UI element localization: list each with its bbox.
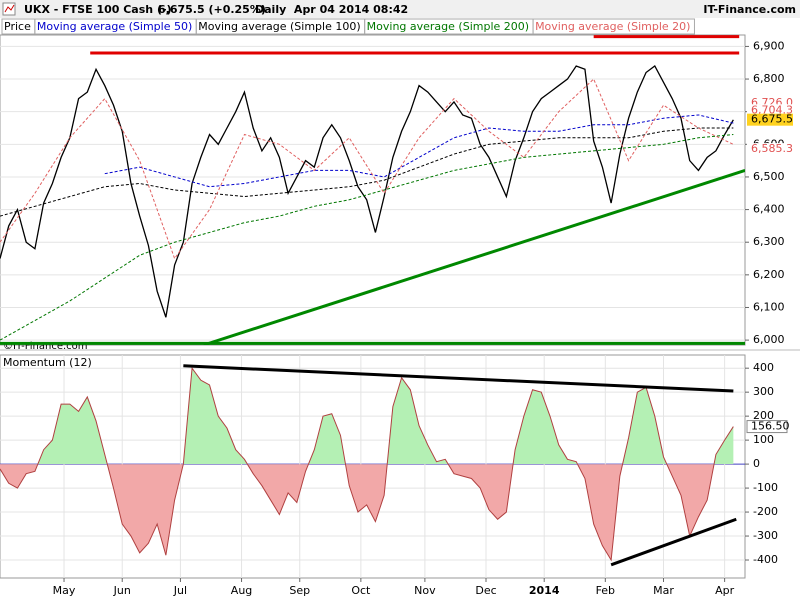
legend-item: Moving average (Simple 20): [535, 20, 690, 33]
area-fill-negative: [0, 464, 715, 561]
trend-line: [183, 364, 734, 393]
value-tag-bg: [746, 420, 788, 434]
x-tick-label: Feb: [596, 584, 615, 597]
y-tick-label: 6,800: [753, 72, 785, 85]
x-tick-label: Dec: [475, 584, 496, 597]
y-tick-label: -100: [753, 481, 778, 494]
value-tag: 156.50: [751, 420, 790, 433]
y-tick-label: 100: [753, 433, 774, 446]
y-tick-label: 6,400: [753, 203, 785, 216]
price-tag-bg: [747, 143, 793, 156]
x-tick-label: Nov: [414, 584, 436, 597]
brand: IT-Finance.com: [703, 3, 796, 16]
price-tag-bg: [747, 104, 793, 117]
price-tag-bg: [747, 113, 793, 126]
x-tick-label: Apr: [715, 584, 735, 597]
period: Daily Apr 04 2014 08:42: [255, 3, 408, 16]
x-tick-label: Sep: [289, 584, 310, 597]
price-tag: 6,585.3: [751, 142, 793, 155]
area-fill-positive: [0, 368, 734, 465]
moving-average-line: [0, 134, 734, 341]
price-tag: 6,704.3: [751, 103, 793, 116]
legend-item: Price: [4, 20, 31, 33]
y-tick-label: 6,000: [753, 333, 785, 346]
y-tick-label: 6,200: [753, 268, 785, 281]
x-tick-label: Aug: [231, 584, 252, 597]
x-tick-label: Oct: [351, 584, 371, 597]
y-tick-label: 300: [753, 385, 774, 398]
y-tick-label: 6,300: [753, 235, 785, 248]
y-tick-label: 6,900: [753, 39, 785, 52]
y-tick-label: 6,500: [753, 170, 785, 183]
x-tick-label: 2014: [529, 584, 560, 597]
trend-line: [203, 168, 745, 345]
price-line: [0, 65, 734, 318]
y-tick-label: 6,100: [753, 300, 785, 313]
legend-item: Moving average (Simple 50): [37, 20, 192, 33]
price-tag: 6,675.5: [751, 113, 793, 126]
momentum-line: [0, 366, 734, 562]
copyright: ©IT-Finance.com: [3, 341, 88, 352]
header-icon: [2, 2, 16, 16]
x-tick-label: May: [53, 584, 76, 597]
y-tick-label: -200: [753, 505, 778, 518]
header-bar: [0, 0, 800, 18]
legend: Price Moving average (Simple 50) Moving av…: [1, 18, 695, 35]
y-tick-label: -300: [753, 529, 778, 542]
legend-box: [532, 18, 695, 35]
panel-title: Momentum (12): [3, 356, 92, 369]
moving-average-line: [104, 114, 734, 188]
y-tick-label: -400: [753, 553, 778, 566]
moving-average-line: [0, 78, 734, 260]
momentum-panel: [0, 354, 746, 579]
legend-item: Moving average (Simple 100): [198, 20, 360, 33]
y-tick-label: 200: [753, 409, 774, 422]
symbol: UKX - FTSE 100 Cash (-): [24, 3, 172, 16]
x-tick-label: Mar: [653, 584, 674, 597]
legend-item: Moving average (Simple 200): [367, 20, 529, 33]
price-panel: [0, 34, 746, 346]
x-tick-label: Jul: [173, 584, 187, 597]
y-tick-label: 0: [753, 457, 760, 470]
quote: 6,675.5 (+0.25%): [158, 3, 266, 16]
y-tick-label: 400: [753, 361, 774, 374]
trend-line: [610, 517, 737, 567]
x-tick-label: Jun: [113, 584, 131, 597]
moving-average-line: [0, 127, 734, 217]
